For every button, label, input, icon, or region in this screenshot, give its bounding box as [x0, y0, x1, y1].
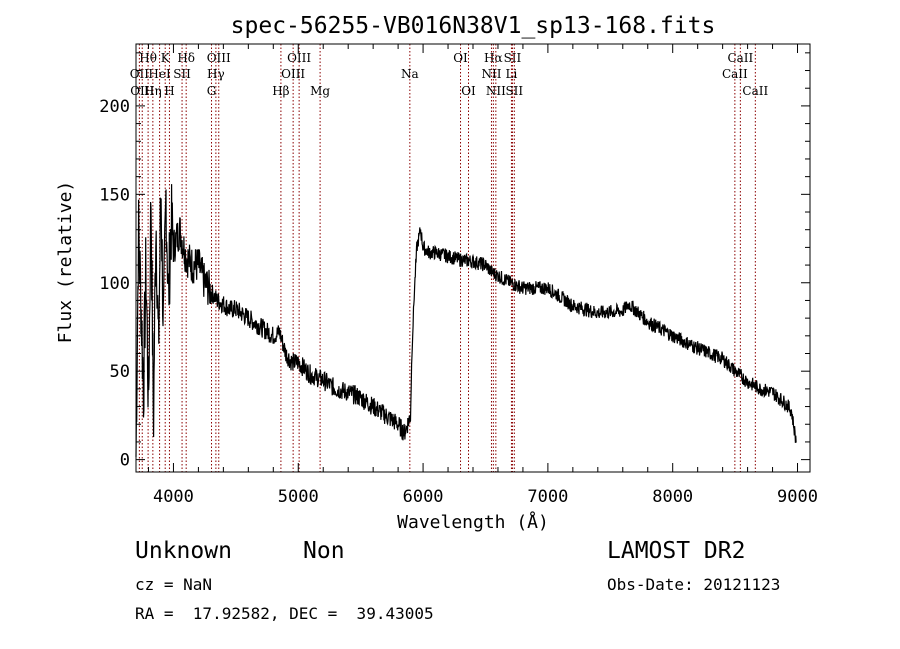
line-marker-label: OIII	[287, 51, 311, 65]
y-tick-label: 50	[110, 362, 130, 382]
x-tick-label: 8000	[652, 487, 693, 507]
line-marker-label: Mg	[310, 84, 330, 98]
x-axis-label: Wavelength (Å)	[397, 511, 549, 533]
line-marker-label: Na	[401, 67, 419, 81]
spectrum-line	[135, 184, 797, 457]
obs-date-label: Obs-Date: 20121123	[607, 575, 781, 594]
line-marker-label: SII	[504, 51, 522, 65]
line-marker-label: SII	[173, 67, 191, 81]
redshift-label: cz = NaN	[135, 575, 213, 594]
line-marker-label: NII	[481, 67, 501, 81]
line-marker-label: Hδ	[177, 51, 195, 65]
line-marker-label: OIII	[207, 51, 231, 65]
line-marker-label: CaII	[727, 51, 753, 65]
line-marker-label: Hη	[144, 84, 162, 98]
y-tick-label: 150	[99, 185, 130, 205]
line-marker-label: G	[207, 84, 217, 98]
line-marker-label: Hα	[484, 51, 503, 65]
y-axis-label: Flux (relative)	[55, 181, 76, 344]
y-tick-label: 0	[120, 451, 130, 471]
x-tick-label: 5000	[278, 487, 319, 507]
line-marker-label: CaII	[742, 84, 768, 98]
line-marker-label: SII	[505, 84, 523, 98]
line-marker-label: H	[164, 84, 174, 98]
y-tick-label: 200	[99, 97, 130, 117]
line-marker-label: OII	[130, 67, 150, 81]
line-marker-label: CaII	[722, 67, 748, 81]
line-marker-label: OI	[453, 51, 468, 65]
line-marker-label: OIII	[281, 67, 305, 81]
x-tick-label: 4000	[153, 487, 194, 507]
x-tick-label: 7000	[527, 487, 568, 507]
line-marker-label: K	[161, 51, 171, 65]
line-marker-label: HeI	[148, 67, 171, 81]
line-marker-label: Hγ	[207, 67, 225, 81]
coordinates-label: RA = 17.92582, DEC = 39.43005	[135, 604, 434, 623]
line-marker-label: NII	[486, 84, 506, 98]
x-tick-label: 6000	[403, 487, 444, 507]
line-marker-label: Li	[506, 67, 518, 81]
survey-label: LAMOST DR2	[607, 538, 746, 564]
subclass-label: Non	[303, 538, 345, 564]
axis-ticks: 4000 5000 6000 7000 8000 9000 0 50 100 150 200	[99, 44, 818, 507]
y-tick-label: 100	[99, 274, 130, 294]
line-marker-label: OI	[461, 84, 476, 98]
chart-title: spec-56255-VB016N38V1_sp13-168.fits	[231, 13, 716, 39]
plot-frame	[135, 43, 811, 473]
line-marker-label: Hβ	[272, 84, 289, 98]
classification-label: Unknown	[135, 538, 232, 564]
x-tick-label: 9000	[777, 487, 818, 507]
